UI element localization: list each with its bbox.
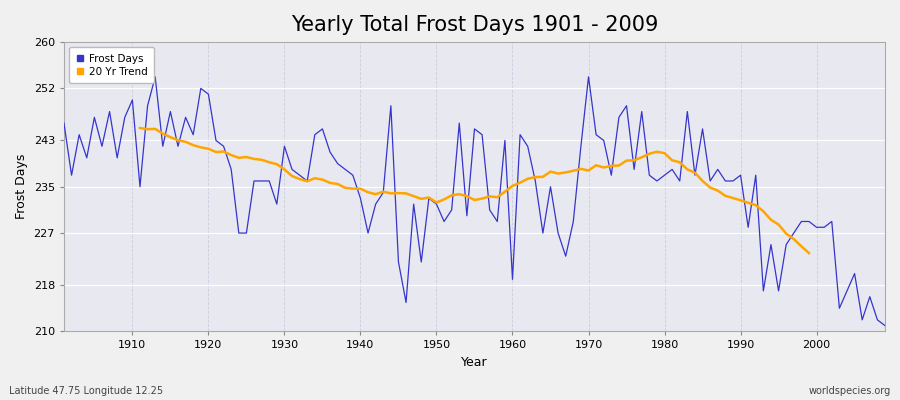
20 Yr Trend: [218, 149, 229, 154]
Frost Days: [879, 323, 890, 328]
Line: 20 Yr Trend: 20 Yr Trend: [140, 128, 809, 253]
Text: Latitude 47.75 Longitude 12.25: Latitude 47.75 Longitude 12.25: [9, 386, 163, 396]
Frost Days: [294, 173, 305, 178]
Legend: Frost Days, 20 Yr Trend: Frost Days, 20 Yr Trend: [69, 47, 154, 83]
Y-axis label: Frost Days: Frost Days: [15, 154, 28, 220]
Frost Days: [507, 277, 517, 282]
20 Yr Trend: [727, 196, 738, 200]
20 Yr Trend: [135, 126, 146, 130]
Title: Yearly Total Frost Days 1901 - 2009: Yearly Total Frost Days 1901 - 2009: [291, 15, 658, 35]
Frost Days: [515, 132, 526, 137]
20 Yr Trend: [804, 251, 814, 256]
Frost Days: [606, 173, 616, 178]
Frost Days: [340, 167, 351, 172]
Frost Days: [58, 121, 69, 126]
X-axis label: Year: Year: [461, 356, 488, 369]
20 Yr Trend: [477, 196, 488, 201]
20 Yr Trend: [203, 146, 214, 151]
Frost Days: [120, 115, 130, 120]
Line: Frost Days: Frost Days: [64, 77, 885, 326]
Frost Days: [149, 74, 160, 79]
Text: worldspecies.org: worldspecies.org: [809, 386, 891, 396]
20 Yr Trend: [393, 191, 404, 196]
20 Yr Trend: [272, 162, 283, 166]
